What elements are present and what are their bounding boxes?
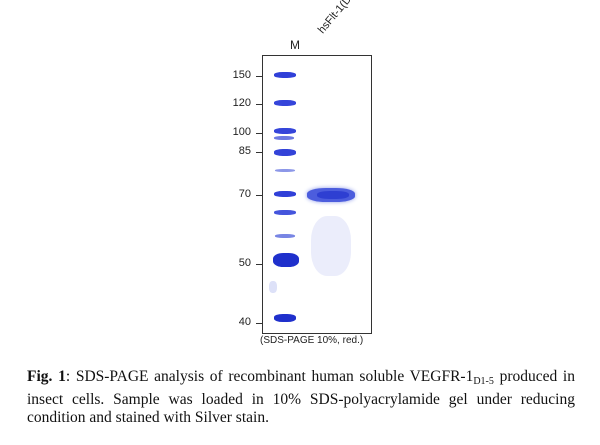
marker-band-100: [274, 128, 296, 134]
marker-band-75: [275, 169, 295, 172]
marker-band-55: [275, 234, 295, 238]
marker-smear: [269, 281, 277, 293]
marker-band-150: [274, 72, 296, 78]
caption-subscript: D1-5: [473, 376, 494, 387]
lane-label-sample: hsFlt-1(D5): [315, 0, 361, 36]
marker-size-150: 150: [232, 69, 251, 81]
tick-40: [256, 323, 262, 324]
marker-band-40: [274, 314, 296, 322]
marker-size-85: 85: [238, 145, 251, 157]
tick-100: [256, 133, 262, 134]
marker-size-50: 50: [238, 257, 251, 269]
tick-50: [256, 264, 262, 265]
marker-size-120: 120: [232, 97, 251, 109]
marker-band-120: [274, 100, 296, 106]
tick-150: [256, 76, 262, 77]
marker-size-40: 40: [238, 316, 251, 328]
marker-size-100: 100: [232, 126, 251, 138]
marker-band-90: [274, 136, 294, 140]
caption-text-a: : SDS-PAGE analysis of recombinant human…: [65, 368, 474, 385]
marker-band-65: [274, 210, 296, 215]
marker-band-70: [274, 191, 296, 197]
caption-text-b: produced in insect cells. Sample was loa…: [27, 368, 575, 426]
sample-smear: [311, 216, 351, 276]
tick-85: [256, 152, 262, 153]
tick-70: [256, 195, 262, 196]
gel-note: (SDS-PAGE 10%, red.): [260, 335, 364, 346]
figure-caption: Fig. 1: SDS-PAGE analysis of recombinant…: [27, 368, 575, 427]
marker-band-85: [274, 149, 296, 156]
caption-fig-label: Fig. 1: [27, 368, 66, 385]
sample-band-70-core: [317, 191, 349, 199]
tick-120: [256, 104, 262, 105]
gel-image: [262, 55, 372, 334]
marker-band-50: [273, 253, 299, 267]
gel-figure: M hsFlt-1(D5) 150 120 100 85 70 50 40 (S…: [232, 0, 372, 346]
lane-label-marker: M: [290, 38, 300, 52]
marker-size-70: 70: [238, 188, 251, 200]
